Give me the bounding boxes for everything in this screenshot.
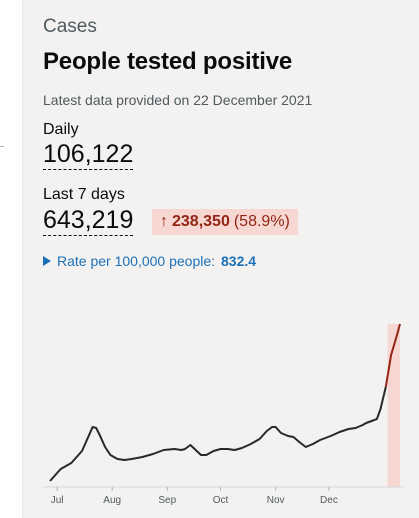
- gutter-tick: [0, 146, 4, 147]
- rate-label: Rate per 100,000 people:: [57, 253, 216, 269]
- change-percent: (58.9%): [233, 213, 290, 230]
- x-tick-label: Aug: [103, 495, 121, 506]
- arrow-up-icon: ↑: [160, 213, 168, 230]
- daily-label: Daily: [43, 121, 79, 138]
- rate-value: 832.4: [221, 253, 257, 269]
- last-7-days-label: Last 7 days: [43, 186, 125, 203]
- series-line: [49, 386, 387, 482]
- series-line-recent: [384, 323, 401, 388]
- card-title: People tested positive: [43, 48, 293, 75]
- cases-card: Cases People tested positive Latest data…: [23, 0, 419, 518]
- x-tick-label: Nov: [267, 495, 285, 506]
- change-badge: ↑ 238,350 (58.9%): [152, 209, 298, 235]
- card-category: Cases: [43, 16, 97, 37]
- cases-chart: Jul Aug Sep Oct Nov Dec: [43, 323, 403, 506]
- page-left-margin: [0, 0, 23, 518]
- change-value: 238,350: [172, 213, 230, 230]
- recent-period-shading: [387, 324, 400, 487]
- x-tick-label: Dec: [320, 495, 338, 506]
- x-tick-label: Jul: [51, 495, 64, 506]
- x-tick-label: Oct: [213, 495, 229, 506]
- rate-toggle[interactable]: Rate per 100,000 people: 832.4: [43, 253, 256, 269]
- daily-value[interactable]: 106,122: [43, 140, 134, 170]
- caret-right-icon: [43, 256, 51, 266]
- last-7-days-value[interactable]: 643,219: [43, 206, 134, 236]
- x-tick-label: Sep: [158, 495, 176, 506]
- latest-data-date: Latest data provided on 22 December 2021: [43, 92, 313, 108]
